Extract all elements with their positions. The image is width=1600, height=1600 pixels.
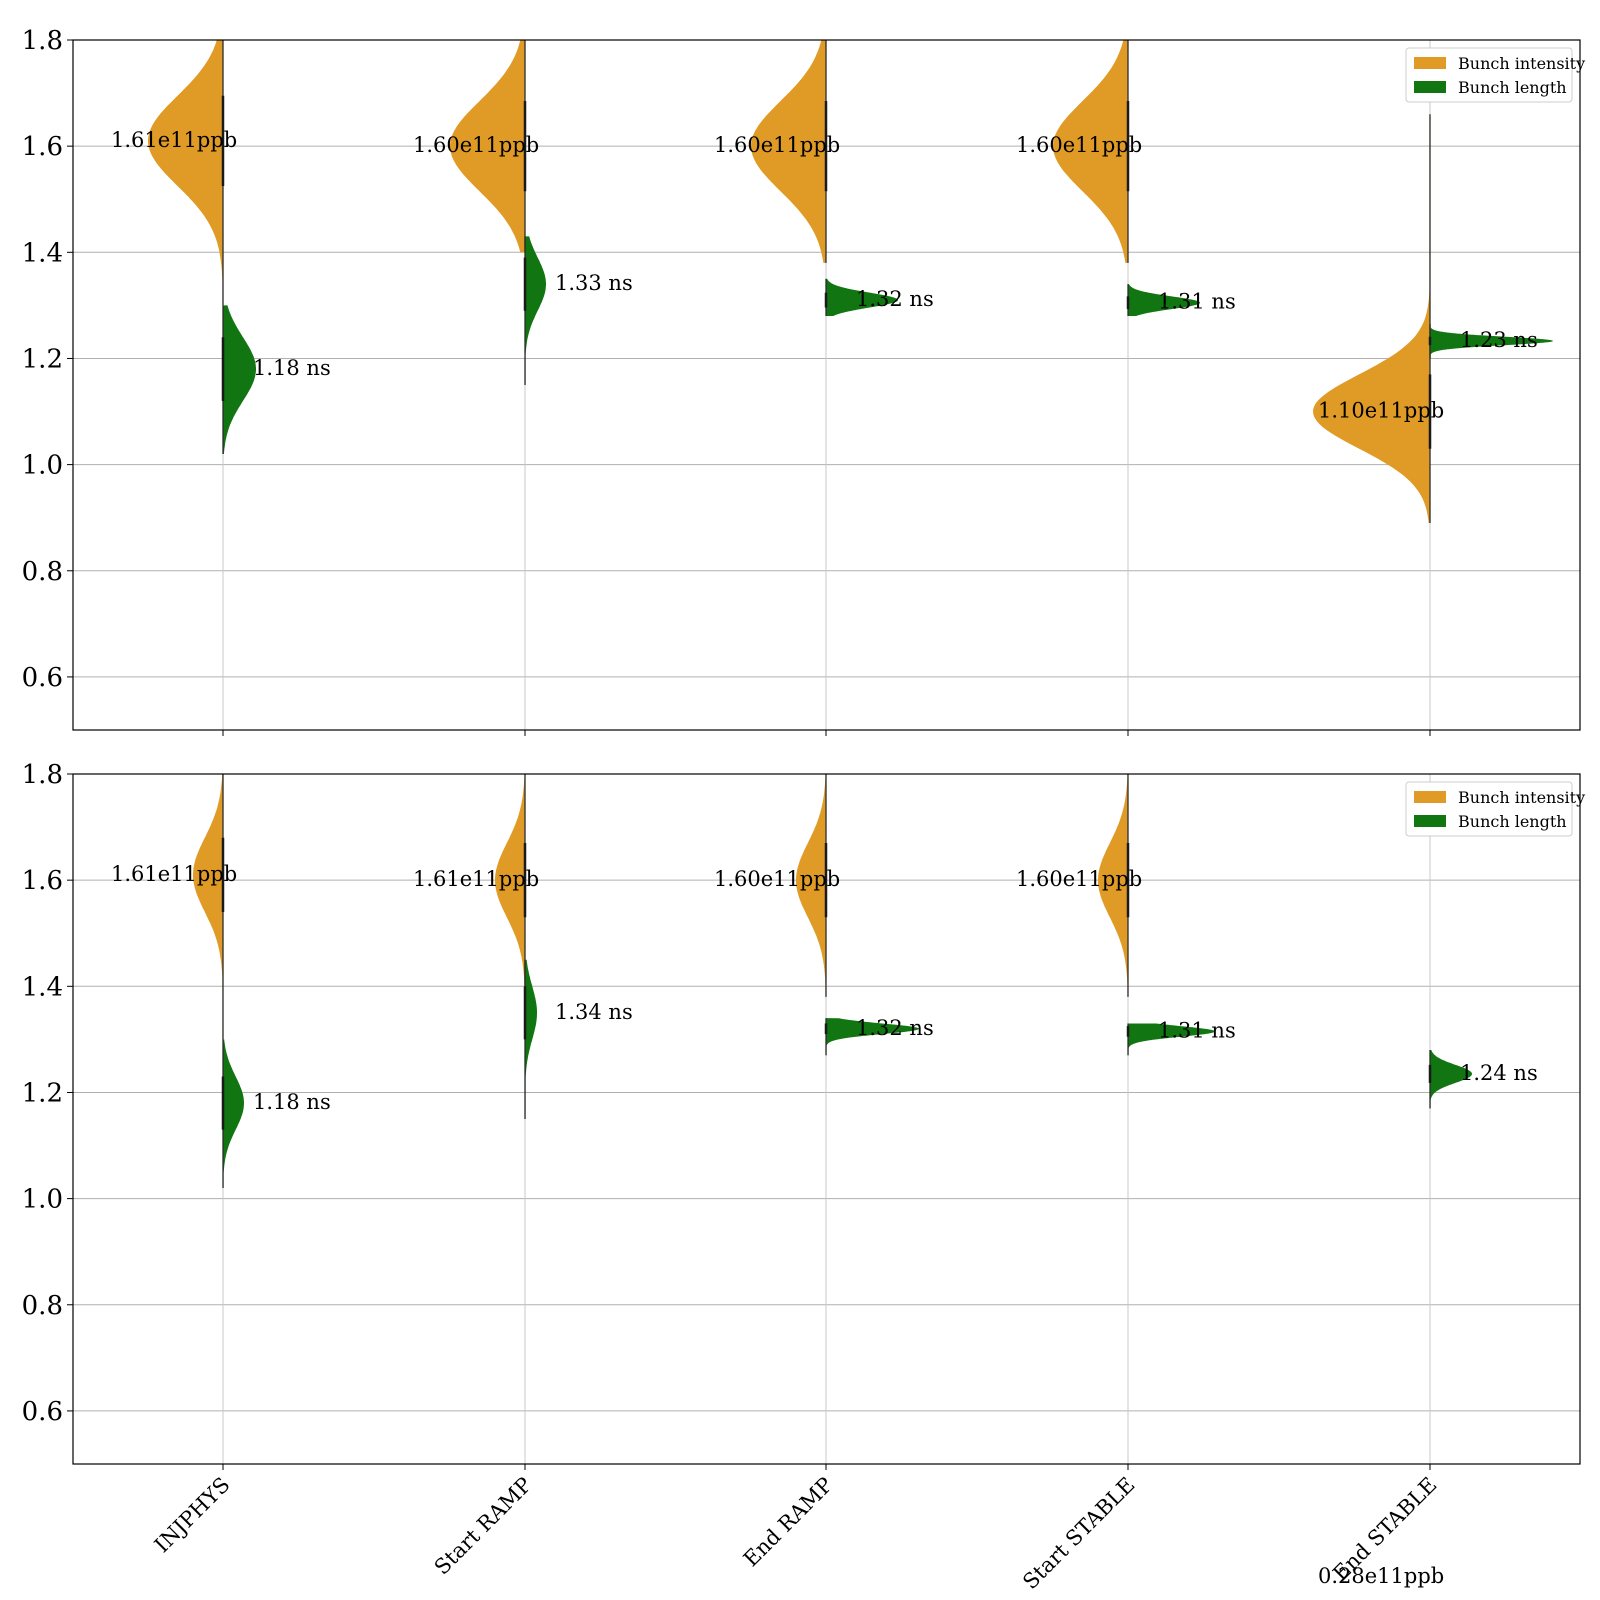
y-tick-label: 1.8 [22, 760, 63, 790]
intensity-violin [495, 774, 525, 987]
legend: Bunch intensity Bunch length [1405, 781, 1585, 837]
legend-label-length: Bunch length [1458, 812, 1567, 831]
y-tick-label: 0.8 [22, 1291, 63, 1321]
intensity-violin [1313, 114, 1430, 524]
intensity-value-label: 1.61e11ppb [413, 867, 539, 891]
legend-box [1405, 781, 1573, 837]
y-tick-label: 1.2 [22, 1078, 63, 1108]
legend-swatch-intensity [1414, 57, 1446, 69]
legend-swatch-length [1414, 81, 1446, 93]
intensity-violin [193, 774, 223, 1040]
length-value-label: 1.18 ns [253, 356, 331, 380]
intensity-violin [1098, 774, 1128, 997]
intensity-value-label: 1.60e11ppb [714, 867, 840, 891]
intensity-value-label: 1.60e11ppb [714, 133, 840, 157]
length-value-label: 1.32 ns [856, 287, 934, 311]
length-violin [223, 1039, 244, 1188]
y-tick-label: 1.0 [22, 451, 63, 481]
y-tick-label: 1.4 [22, 972, 63, 1002]
length-value-label: 1.31 ns [1158, 1018, 1236, 1042]
length-violin [525, 959, 537, 1119]
length-value-label: 1.34 ns [555, 1000, 633, 1024]
axes-frame [72, 773, 1581, 1465]
length-violin [1430, 323, 1553, 359]
legend-swatch-intensity [1414, 791, 1446, 803]
intensity-violin [148, 40, 223, 306]
intensity-value-label: 1.60e11ppb [1016, 133, 1142, 157]
intensity-violin [450, 40, 525, 253]
y-tick-label: 0.8 [22, 557, 63, 587]
intensity-violin [796, 774, 826, 997]
intensity-violin [751, 40, 826, 263]
intensity-value-label: 1.10e11ppb [1318, 399, 1444, 423]
intensity-value-label: 1.60e11ppb [413, 133, 539, 157]
length-value-label: 1.24 ns [1460, 1061, 1538, 1085]
x-category-label: End RAMP [739, 1473, 838, 1572]
length-value-label: 1.23 ns [1460, 328, 1538, 352]
intensity-value-label: 1.60e11ppb [1016, 867, 1142, 891]
length-violin [223, 305, 256, 454]
length-value-label: 1.18 ns [253, 1090, 331, 1114]
length-violin [1128, 284, 1200, 316]
length-violin [1430, 1050, 1472, 1109]
y-tick-label: 1.6 [22, 866, 63, 896]
legend-label-length: Bunch length [1458, 78, 1567, 97]
legend-label-intensity: Bunch intensity [1458, 788, 1585, 807]
intensity-value-label: 0.28e11ppb [1318, 1564, 1444, 1588]
length-value-label: 1.32 ns [856, 1016, 934, 1040]
y-tick-label: 1.4 [22, 238, 63, 268]
y-tick-label: 0.6 [22, 1397, 63, 1427]
x-category-label: Start STABLE [1018, 1473, 1139, 1594]
chart-panel-1: 0.6 0.8 1.0 1.2 1.4 1.6 1.8 1.61e11ppb 1.18 ns 1.… [22, 26, 1585, 736]
legend-swatch-length [1414, 815, 1446, 827]
x-category-label: INJPHYS [150, 1473, 235, 1558]
length-violin [525, 236, 546, 385]
x-category-label: Start RAMP [430, 1473, 537, 1580]
length-violin [826, 278, 898, 316]
legend: Bunch intensity Bunch length [1405, 47, 1585, 103]
length-violin [826, 1018, 919, 1056]
legend-label-intensity: Bunch intensity [1458, 54, 1585, 73]
length-value-label: 1.31 ns [1158, 290, 1236, 314]
y-tick-label: 1.8 [22, 26, 63, 56]
length-value-label: 1.33 ns [555, 271, 633, 295]
axes-frame [72, 39, 1581, 731]
length-violin [1128, 1023, 1215, 1056]
legend-box [1405, 47, 1573, 103]
intensity-value-label: 1.61e11ppb [111, 862, 237, 886]
y-tick-label: 0.6 [22, 663, 63, 693]
chart-panel-2: 0.6 0.8 1.0 1.2 1.4 1.6 1.8 1.61e11ppb 1.18 ns IN… [22, 760, 1586, 1594]
y-tick-label: 1.6 [22, 132, 63, 162]
y-tick-label: 1.2 [22, 344, 63, 374]
intensity-value-label: 1.61e11ppb [111, 128, 237, 152]
intensity-violin [1053, 40, 1128, 263]
y-tick-label: 1.0 [22, 1185, 63, 1215]
